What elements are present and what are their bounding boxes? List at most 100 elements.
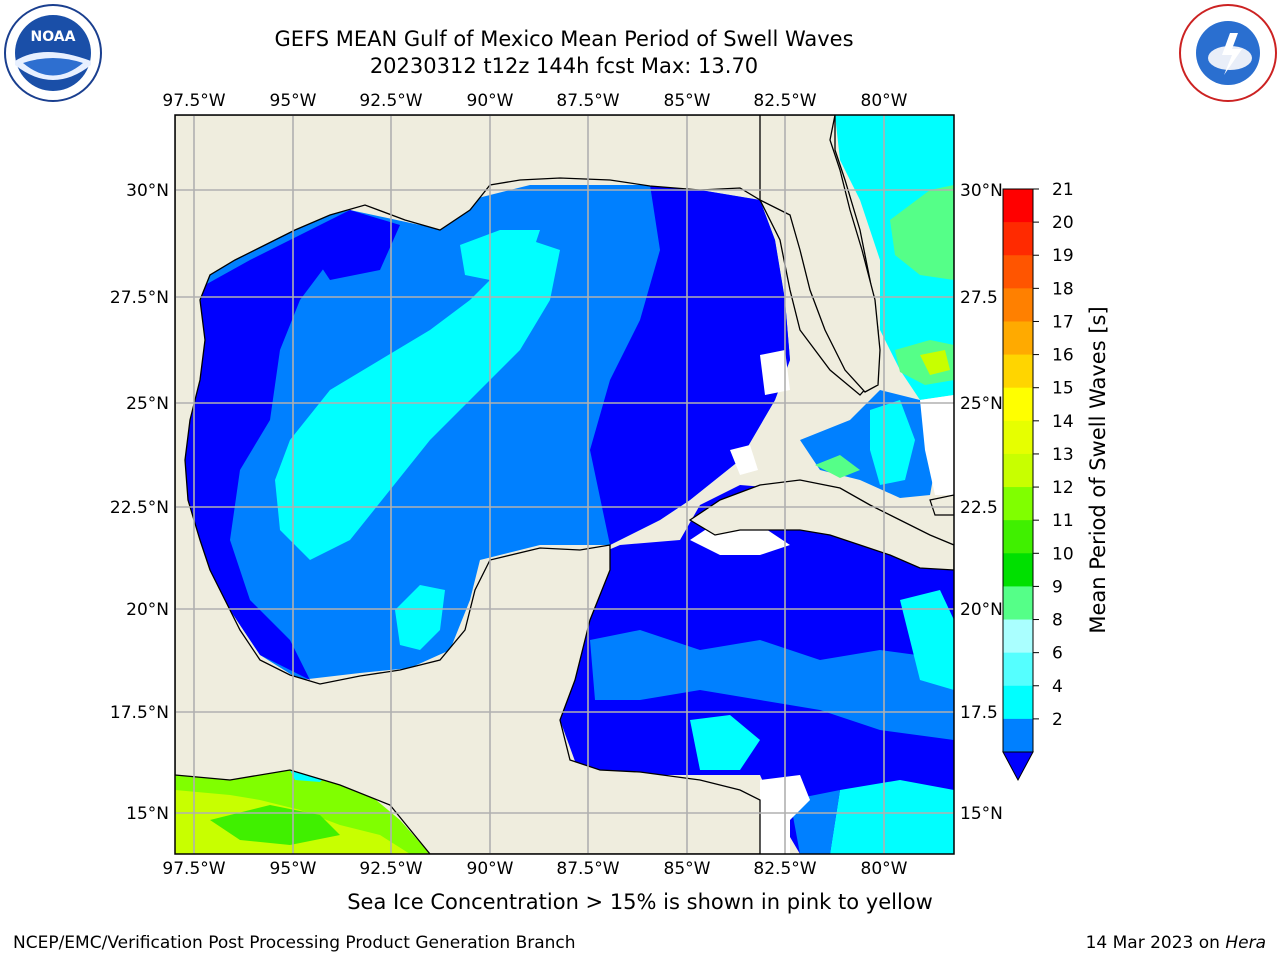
- colorbar-swatch: [1003, 288, 1033, 322]
- cuba-land: [688, 479, 954, 571]
- lon-tick: 82.5°W: [753, 91, 816, 111]
- atlantic-yellow: [920, 350, 950, 375]
- no-data-area-2: [730, 445, 758, 475]
- lat-tick: 22.5°N: [110, 498, 169, 518]
- colorbar-swatch: [1003, 685, 1033, 720]
- lat-tick: 25°N: [960, 394, 1003, 414]
- atlantic-water: [835, 115, 954, 400]
- lon-tick: 85°W: [664, 91, 711, 111]
- credit-text: NCEP/EMC/Verification Post Processing Pr…: [13, 933, 576, 953]
- colorbar-swatch: [1003, 453, 1033, 488]
- colorbar-tick-label: 11: [1052, 511, 1074, 531]
- lat-tick: 17.5: [960, 703, 998, 723]
- lon-tick: 95°W: [270, 859, 317, 879]
- colorbar-swatch: [1003, 487, 1033, 521]
- lon-tick: 87.5°W: [556, 859, 619, 879]
- date-stamp: 14 Mar 2023 on Hera: [1086, 933, 1266, 953]
- gulf-deep-blue-north: [300, 210, 400, 280]
- map-gridlines: [175, 115, 954, 854]
- gulf-cyan-north: [460, 230, 540, 280]
- lat-tick: 30°N: [960, 181, 1003, 201]
- lat-tick: 17.5°N: [110, 703, 169, 723]
- lon-tick: 95°W: [270, 91, 317, 111]
- noaa-logo: NOAA: [4, 4, 102, 102]
- lat-tick: 15°N: [960, 804, 1003, 824]
- colorbar-tick-label: 4: [1052, 677, 1063, 697]
- colorbar-swatch: [1003, 520, 1033, 554]
- chart-title: GEFS MEAN Gulf of Mexico Mean Period of …: [274, 27, 854, 51]
- machine-name: Hera: [1225, 933, 1266, 953]
- florida-land: [759, 115, 881, 393]
- colorbar-tick-label: 20: [1052, 213, 1074, 233]
- colorbar-swatch: [1003, 652, 1033, 687]
- lon-tick: 97.5°W: [162, 91, 225, 111]
- lon-tick: 92.5°W: [359, 91, 422, 111]
- svg-text:NOAA: NOAA: [31, 29, 76, 45]
- caribbean-islands-land: [929, 494, 954, 516]
- lon-tick: 82.5°W: [753, 859, 816, 879]
- lon-tick: 80°W: [861, 91, 908, 111]
- no-data-area-5: [920, 395, 954, 495]
- colorbar-swatch: [1003, 619, 1033, 654]
- chart-subtitle: 20230312 t12z 144h fcst Max: 13.70: [369, 54, 759, 78]
- colorbar-tick-label: 9: [1052, 577, 1063, 597]
- lon-tick: 97.5°W: [162, 859, 225, 879]
- gulf-cyan-south: [395, 585, 445, 650]
- gulf-deep-blue-west: [182, 235, 330, 680]
- lat-tick: 15°N: [126, 804, 169, 824]
- lon-tick: 90°W: [467, 91, 514, 111]
- lon-tick: 90°W: [467, 859, 514, 879]
- nws-logo: [1179, 4, 1277, 102]
- lat-tick: 27.5: [960, 288, 998, 308]
- colorbar-swatch: [1003, 553, 1033, 587]
- colorbar-underflow-arrow: [1002, 751, 1034, 782]
- lon-tick: 85°W: [664, 859, 711, 879]
- colorbar-swatch: [1003, 189, 1033, 223]
- lat-tick: 30°N: [126, 181, 169, 201]
- caribbean-cyan-south: [830, 780, 954, 854]
- sea-ice-note: Sea Ice Concentration > 15% is shown in …: [347, 890, 933, 914]
- caribbean-cyan-patch: [690, 715, 760, 770]
- gulf-cyan-core: [275, 240, 560, 560]
- colorbar: 21 20 19 18 17 16 15 14 13 12 11 10 9 8 6 4 2: [1002, 180, 1074, 782]
- lat-ticks-right: 30°N 27.5 25°N 22.5 20°N 17.5 15°N: [960, 181, 1003, 824]
- colorbar-swatch: [1003, 387, 1033, 422]
- gulf-water: [182, 185, 790, 680]
- colorbar-tick-label: 14: [1052, 412, 1074, 432]
- lat-tick: 22.5: [960, 498, 998, 518]
- colorbar-tick-label: 12: [1052, 478, 1074, 498]
- colorbar-tick-label: 18: [1052, 279, 1074, 299]
- straits-green: [815, 455, 860, 478]
- colorbar-swatch: [1003, 354, 1033, 389]
- caribbean-cyan-east: [900, 590, 954, 690]
- colorbar-frame: [1002, 188, 1034, 753]
- colorbar-swatch: [1003, 255, 1033, 289]
- colorbar-swatch: [1003, 718, 1033, 753]
- colorbar-label: Mean Period of Swell Waves [s]: [1086, 306, 1110, 633]
- atlantic-green: [890, 185, 954, 280]
- colorbar-tick-label: 2: [1052, 710, 1063, 730]
- colorbar-tick-label: 15: [1052, 379, 1074, 399]
- colorbar-tick-label: 17: [1052, 312, 1074, 332]
- colorbar-tick-label: 6: [1052, 644, 1063, 664]
- lon-ticks-bottom: 97.5°W 95°W 92.5°W 90°W 87.5°W 85°W 82.5…: [162, 859, 907, 879]
- lon-ticks-top: 97.5°W 95°W 92.5°W 90°W 87.5°W 85°W 82.5…: [162, 91, 907, 111]
- lon-tick: 87.5°W: [556, 91, 619, 111]
- colorbar-tick-label: 8: [1052, 611, 1063, 631]
- colorbar-swatch: [1003, 222, 1033, 256]
- colorbar-swatch: [1003, 321, 1033, 356]
- lat-tick: 20°N: [126, 600, 169, 620]
- colorbar-tick-label: 21: [1052, 180, 1074, 200]
- no-data-area-3: [760, 350, 790, 395]
- colorbar-tick-label: 13: [1052, 445, 1074, 465]
- lat-tick: 27.5°N: [110, 288, 169, 308]
- colorbar-swatch: [1003, 420, 1033, 455]
- colorbar-tick-label: 10: [1052, 544, 1074, 564]
- lon-tick: 92.5°W: [359, 859, 422, 879]
- lon-tick: 80°W: [861, 859, 908, 879]
- map-frame: [174, 114, 955, 855]
- lat-ticks-left: 30°N 27.5°N 25°N 22.5°N 20°N 17.5°N 15°N: [110, 181, 169, 824]
- date-text: 14 Mar 2023 on: [1085, 933, 1220, 953]
- lat-tick: 20°N: [960, 600, 1003, 620]
